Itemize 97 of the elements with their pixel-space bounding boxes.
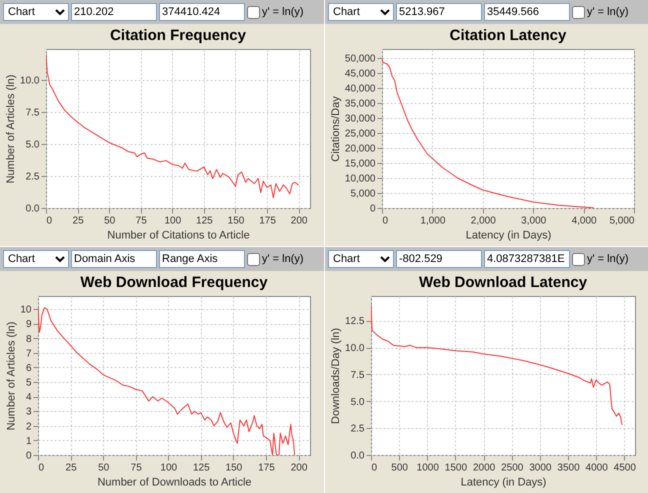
text: 4.0873287381E bbox=[484, 250, 570, 268]
y-axis-title: Downloads/Day (ln) bbox=[330, 328, 342, 424]
chart-title: Citation Frequency bbox=[110, 27, 247, 44]
y-tick-label: 10.0 bbox=[345, 343, 365, 354]
x-tick-label: 75 bbox=[136, 216, 148, 226]
x-tick-label: 4500 bbox=[614, 462, 636, 474]
x-tick-label: 3000 bbox=[529, 462, 552, 474]
x-tick-label: 500 bbox=[391, 462, 408, 474]
x-tick-label: 175 bbox=[258, 462, 276, 474]
y-axis-title: Number of Articles (ln) bbox=[5, 322, 18, 430]
y-tick-label: 2.5 bbox=[350, 424, 365, 435]
y-tick-label: 50,000 bbox=[344, 54, 376, 64]
text: Chart bbox=[328, 3, 394, 21]
x-tick-label: 125 bbox=[192, 462, 210, 474]
x-tick-label: 50 bbox=[98, 462, 110, 474]
y-tick-label: 4 bbox=[26, 392, 32, 404]
y-tick-label: 0 bbox=[370, 204, 376, 214]
y-tick-label: 2.5 bbox=[26, 171, 40, 182]
x-tick-label: 75 bbox=[130, 462, 142, 474]
y-tick-label: 6 bbox=[26, 362, 32, 374]
x-tick-label: 1000 bbox=[416, 462, 440, 474]
y-tick-label: 30,000 bbox=[344, 114, 376, 124]
y-tick-label: 20,000 bbox=[344, 144, 376, 154]
text: Chart bbox=[3, 250, 69, 268]
y-tick-label: 5,000 bbox=[350, 188, 376, 200]
x-tick-label: 2,000 bbox=[470, 216, 496, 226]
x-tick-label: 4,000 bbox=[572, 216, 598, 226]
y-tick-label: 8 bbox=[26, 334, 32, 345]
x-tick-label: 100 bbox=[160, 462, 178, 474]
y-tick-label: 35,000 bbox=[344, 98, 376, 110]
y-axis-title: Citations/Day bbox=[330, 96, 342, 162]
x-tick-label: 3500 bbox=[557, 462, 580, 474]
y-tick-label: 10.0 bbox=[20, 75, 40, 86]
text: Chart bbox=[3, 3, 69, 21]
y-axis-title: Number of Articles (ln) bbox=[5, 74, 18, 184]
text: Chart bbox=[328, 250, 394, 268]
y-tick-label: 1 bbox=[26, 436, 32, 447]
y-tick-label: 0.0 bbox=[350, 450, 365, 462]
line-series bbox=[382, 58, 594, 208]
y-tick-label: 10,000 bbox=[344, 174, 376, 184]
x-tick-label: 150 bbox=[226, 462, 243, 474]
chart-title: Citation Latency bbox=[450, 27, 567, 44]
y-tick-label: 2 bbox=[26, 421, 32, 432]
y-tick-label: 7.5 bbox=[26, 107, 40, 118]
x-axis-title: Number of Downloads to Article bbox=[97, 476, 252, 488]
y-tick-label: 10 bbox=[20, 304, 32, 316]
text: 5213.967 bbox=[396, 3, 482, 21]
x-tick-label: 25 bbox=[72, 216, 84, 226]
text: y' = ln(y) bbox=[261, 252, 304, 266]
x-tick-label: 100 bbox=[164, 216, 182, 226]
y-tick-label: 25,000 bbox=[344, 128, 376, 140]
x-axis-title: Latency (in Days) bbox=[460, 476, 546, 488]
x-tick-label: 1500 bbox=[444, 462, 468, 474]
y-tick-label: 7.5 bbox=[350, 370, 365, 381]
y-tick-label: 5.0 bbox=[26, 139, 40, 150]
x-tick-label: 4000 bbox=[586, 462, 608, 474]
text: y' = ln(y) bbox=[586, 6, 629, 18]
line-series bbox=[38, 306, 296, 455]
text: -802.529 bbox=[396, 250, 482, 268]
text: 35449.566 bbox=[484, 3, 570, 21]
x-tick-label: 175 bbox=[259, 216, 276, 226]
y-tick-label: 15,000 bbox=[344, 158, 376, 170]
x-tick-label: 2500 bbox=[501, 462, 524, 474]
x-tick-label: 25 bbox=[66, 462, 78, 474]
x-tick-label: 0 bbox=[382, 216, 388, 226]
text: 210.202 bbox=[71, 3, 157, 21]
y-tick-label: 45,000 bbox=[344, 68, 376, 80]
x-axis-title: Latency (in Days) bbox=[466, 230, 552, 242]
chart-title: Web Download Frequency bbox=[80, 274, 268, 291]
text: y' = ln(y) bbox=[261, 6, 304, 18]
x-tick-label: 150 bbox=[228, 216, 245, 226]
x-tick-label: 200 bbox=[290, 462, 308, 474]
y-tick-label: 0 bbox=[26, 450, 32, 462]
line-series bbox=[371, 304, 623, 426]
line-series bbox=[46, 54, 300, 198]
y-tick-label: 3 bbox=[26, 406, 32, 418]
y-tick-label: 12.5 bbox=[345, 316, 365, 328]
text: Range Axis bbox=[159, 250, 245, 268]
y-tick-label: 7 bbox=[26, 348, 32, 360]
text: y' = ln(y) bbox=[586, 252, 629, 266]
y-tick-label: 0.0 bbox=[26, 204, 40, 214]
x-tick-label: 3,000 bbox=[521, 216, 547, 226]
text: Domain Axis bbox=[71, 250, 157, 268]
x-axis-title: Number of Citations to Article bbox=[107, 230, 250, 242]
y-tick-label: 9 bbox=[26, 319, 32, 330]
x-tick-label: 5,000 bbox=[609, 216, 635, 226]
x-tick-label: 125 bbox=[196, 216, 214, 226]
x-tick-label: 0 bbox=[46, 216, 52, 226]
chart-title: Web Download Latency bbox=[418, 274, 588, 291]
y-tick-label: 40,000 bbox=[344, 84, 376, 94]
y-tick-label: 5 bbox=[26, 378, 32, 389]
x-tick-label: 2000 bbox=[472, 462, 496, 474]
x-tick-label: 50 bbox=[104, 216, 116, 226]
y-tick-label: 5.0 bbox=[350, 396, 365, 408]
text: 374410.424 bbox=[159, 3, 245, 21]
x-tick-label: 200 bbox=[290, 216, 308, 226]
x-tick-label: 1,000 bbox=[420, 216, 446, 226]
